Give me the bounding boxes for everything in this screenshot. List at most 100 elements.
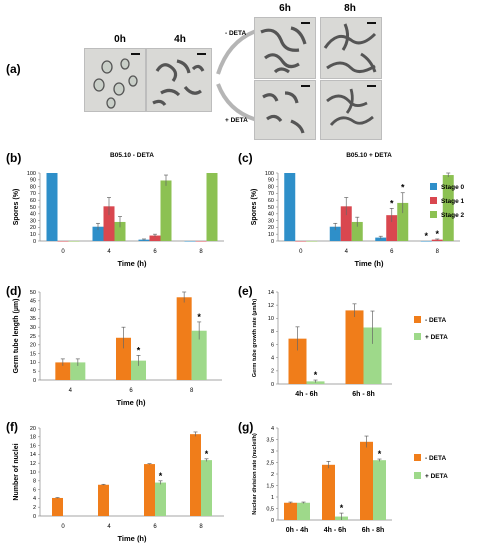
bar <box>116 337 131 380</box>
legend-swatch <box>430 211 437 218</box>
chart-e: 0 2 4 6 8 10 12 14 Germ tube growth rate (µm/h) 4… <box>252 290 448 398</box>
y-tick-label: 12 <box>268 303 274 309</box>
y-tick-label: 4 <box>33 496 36 502</box>
micrograph-6h-plus <box>254 80 316 140</box>
legend-label: Stage 0 <box>441 184 465 191</box>
y-tick-label: 3 <box>271 449 274 455</box>
x-tick-label: 6 <box>129 388 133 394</box>
y-tick-label: 8 <box>271 329 274 335</box>
chart-f: 0 2 4 6 8 10 12 14 16 18 20 Number of nuclei 0 4 6 8 Tim… <box>13 426 224 543</box>
panel-e: (e) 0 2 4 6 8 10 12 14 Germ tube growth rate (µm… <box>238 278 477 410</box>
significance-star: * <box>159 471 163 481</box>
x-axis-label: Time (h) <box>354 259 384 268</box>
y-tick-label: 70 <box>30 191 36 197</box>
y-tick-label: 6 <box>271 342 274 348</box>
y-tick-label: 10 <box>268 316 274 322</box>
panel-g-label: (g) <box>238 420 254 434</box>
bar <box>322 464 335 520</box>
bar <box>190 434 201 516</box>
hyphae-drawing-6h-minus <box>260 26 307 74</box>
y-tick-label: 30 <box>30 218 36 224</box>
x-tick-label: 4 <box>107 249 111 255</box>
y-axis-label: Spores (%) <box>251 189 258 226</box>
y-tick-label: 20 <box>30 426 36 432</box>
y-tick-label: 50 <box>30 290 36 296</box>
legend-label: Stage 1 <box>441 198 465 205</box>
y-tick-label: 5 <box>33 369 36 375</box>
legend-swatch <box>414 333 421 340</box>
y-tick-label: 8 <box>33 479 36 485</box>
y-tick-label: 10 <box>30 470 36 476</box>
significance-star: * <box>205 449 209 459</box>
panel-g: (g) 0 0,5 1 1,5 2 2,5 3 3,5 4 Nuclear division ra… <box>238 412 477 550</box>
y-tick-label: 0 <box>271 518 274 524</box>
bar <box>297 502 310 520</box>
y-tick-label: 16 <box>30 443 36 449</box>
scale-bar <box>367 22 376 24</box>
bar <box>184 241 196 242</box>
y-tick-label: 10 <box>268 232 274 238</box>
bar <box>138 239 150 241</box>
x-tick-label: 0 <box>61 249 65 255</box>
y-tick-label: 25 <box>30 334 36 340</box>
significance-star: * <box>314 370 318 380</box>
y-axis-label: Germ tube length (µm) <box>13 299 20 374</box>
panel-b: (b) B05.10 - DETA 0 10 20 30 40 50 60 70 80 90 100 S… <box>0 143 238 273</box>
y-tick-label: 30 <box>30 325 36 331</box>
bar <box>386 215 398 241</box>
y-tick-label: 70 <box>268 191 274 197</box>
hyphae-drawing-8h-plus <box>326 88 374 126</box>
chart-g: 0 0,5 1 1,5 2 2,5 3 3,5 4 Nuclear division rate (… <box>252 426 448 534</box>
bar <box>176 297 192 380</box>
spore-drawing-0h <box>93 58 138 109</box>
micrograph-4h <box>146 48 212 112</box>
legend-label: + DETA <box>425 334 448 341</box>
y-tick-label: 15 <box>30 351 36 357</box>
bar <box>201 460 212 516</box>
x-tick-label: 6 <box>390 249 394 255</box>
x-tick-label: 8 <box>190 388 194 394</box>
bar <box>114 221 126 241</box>
y-tick-label: 4 <box>271 426 274 432</box>
bar <box>345 310 364 384</box>
time-label-4h: 4h <box>174 34 186 45</box>
bar <box>57 241 69 242</box>
scale-bar <box>131 53 140 55</box>
chart-title: B05.10 - DETA <box>110 152 154 159</box>
x-axis-label: Time (h) <box>117 259 147 268</box>
y-tick-label: 35 <box>30 316 36 322</box>
y-tick-label: 60 <box>30 198 36 204</box>
y-tick-label: 4 <box>271 356 274 362</box>
y-axis-label: Germ tube growth rate (µm/h) <box>252 299 258 378</box>
bar <box>284 173 296 241</box>
x-tick-label: 8 <box>199 524 203 530</box>
panel-f-label: (f) <box>6 420 18 434</box>
bar <box>375 237 387 241</box>
x-tick-label: 4 <box>107 524 111 530</box>
x-tick-label: 0 <box>299 249 303 255</box>
y-tick-label: 50 <box>268 205 274 211</box>
bar <box>144 464 155 516</box>
bar <box>306 241 318 242</box>
legend-swatch <box>430 197 437 204</box>
bar <box>98 484 109 516</box>
chart-d: 0 5 10 15 20 25 30 35 40 45 50 Germ tube length (µm… <box>13 290 222 407</box>
legend-swatch <box>414 472 421 479</box>
y-tick-label: 80 <box>30 184 36 190</box>
panel-e-label: (e) <box>238 284 253 298</box>
y-tick-label: 18 <box>30 435 36 441</box>
y-tick-label: 0 <box>33 239 36 245</box>
x-tick-label: 8 <box>199 249 203 255</box>
bar <box>160 180 172 241</box>
chart-c: B05.10 + DETA0102030405060708090100Spore… <box>251 152 465 268</box>
bar <box>288 338 307 384</box>
legend-swatch <box>430 183 437 190</box>
micrograph-8h-minus <box>320 17 382 79</box>
minus-deta-label: - DETA <box>225 30 247 37</box>
legend-label: - DETA <box>425 455 446 462</box>
bar <box>155 482 166 516</box>
x-tick-label: 0 <box>61 524 65 530</box>
bar <box>68 241 80 242</box>
bar <box>363 327 382 384</box>
legend-label: + DETA <box>425 473 448 480</box>
